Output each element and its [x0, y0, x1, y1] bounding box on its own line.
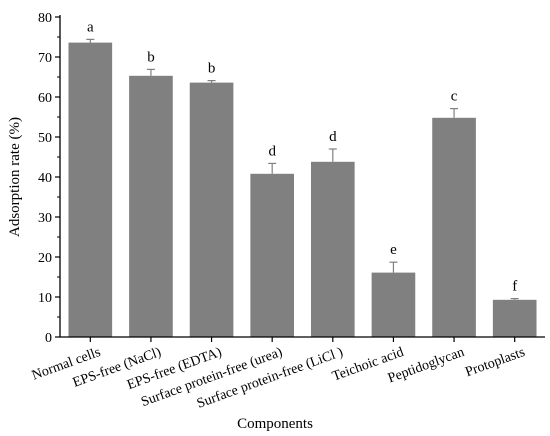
bars: a b b d d e c f [68, 19, 537, 338]
category-label: Protoplasts [463, 345, 527, 380]
y-tick-label: 0 [45, 331, 52, 346]
significance-label: b [208, 61, 216, 77]
bar [310, 161, 355, 337]
bar [189, 82, 234, 337]
y-tick-label: 80 [38, 11, 52, 26]
bar [371, 272, 416, 337]
bar [432, 117, 476, 337]
significance-label: e [390, 242, 397, 258]
y-tick-label: 50 [38, 131, 52, 146]
y-axis-ticks: 0 10 20 30 40 50 60 70 80 [38, 11, 60, 346]
y-tick-label: 20 [38, 251, 52, 266]
y-tick-label: 30 [38, 211, 52, 226]
significance-label: b [147, 49, 155, 65]
significance-label: f [512, 279, 517, 295]
significance-label: c [451, 89, 458, 105]
significance-label: d [268, 143, 276, 159]
bar [129, 75, 173, 338]
x-axis-title: Components [237, 416, 313, 432]
y-tick-label: 10 [38, 291, 52, 306]
bar [250, 173, 295, 337]
y-tick-label: 70 [38, 51, 52, 66]
bar [68, 42, 113, 337]
bar [492, 299, 537, 337]
y-tick-label: 40 [38, 171, 52, 186]
significance-label: d [329, 129, 337, 145]
y-axis-title: Adsorption rate (%) [7, 117, 23, 237]
y-tick-label: 60 [38, 91, 52, 106]
significance-label: a [87, 19, 94, 35]
